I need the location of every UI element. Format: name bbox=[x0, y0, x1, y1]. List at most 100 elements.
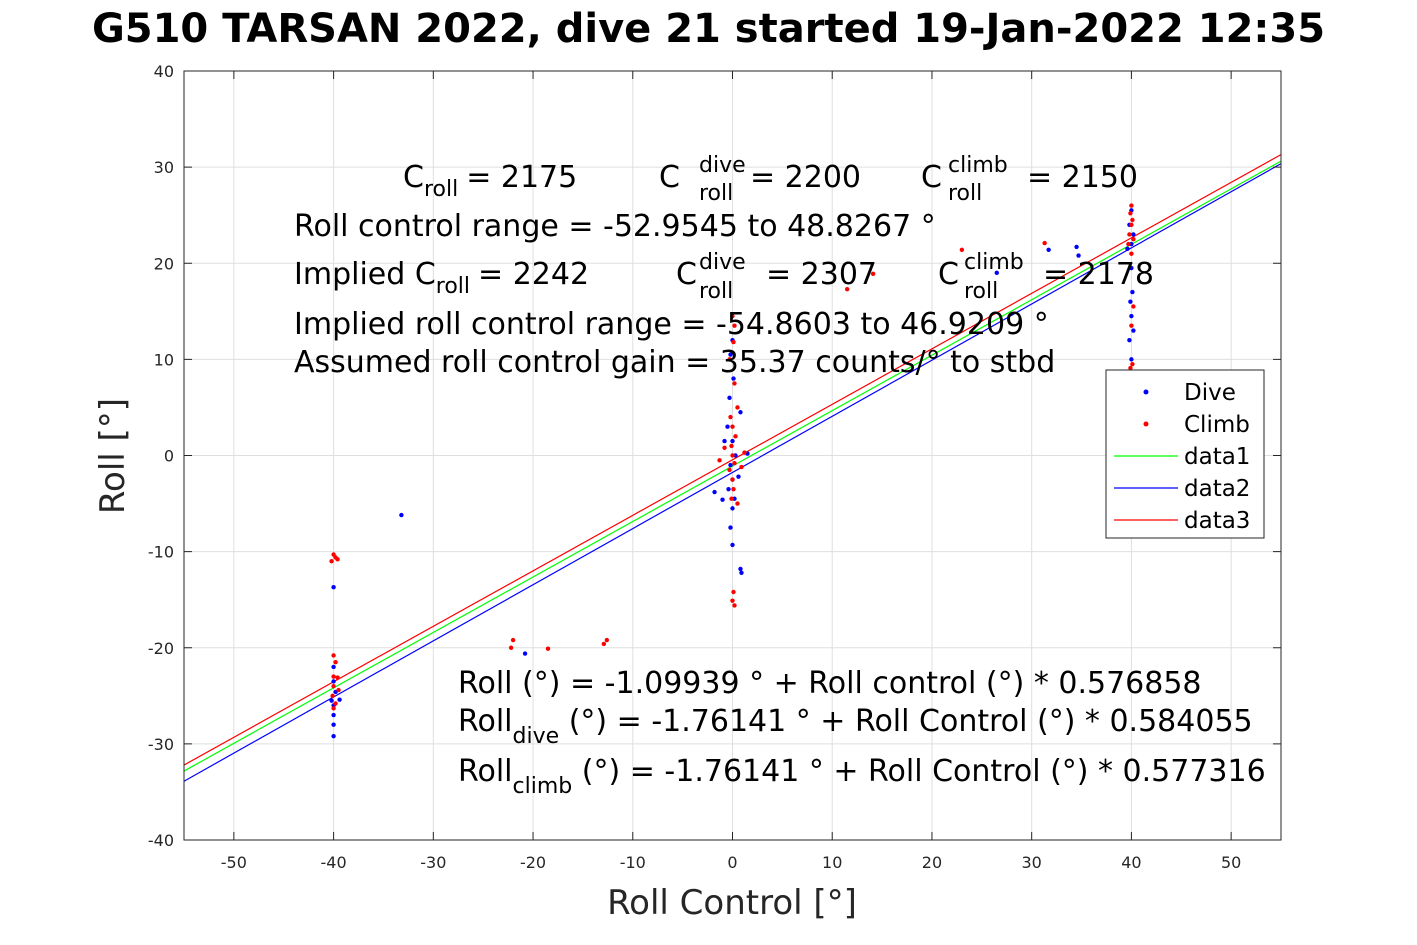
point-climb bbox=[1130, 361, 1135, 367]
point-climb bbox=[870, 271, 876, 277]
equation-roll-dive: Rolldive (°) = -1.76141 ° + Roll Control… bbox=[458, 704, 1253, 749]
y-tick-label: 0 bbox=[164, 447, 174, 466]
point-climb bbox=[335, 557, 340, 562]
point-climb bbox=[336, 687, 341, 693]
point-dive bbox=[337, 697, 342, 702]
x-tick-label: 0 bbox=[727, 853, 737, 872]
point-dive bbox=[331, 733, 336, 739]
point-climb bbox=[333, 701, 338, 706]
point-dive bbox=[1131, 328, 1136, 333]
point-climb bbox=[735, 501, 740, 506]
series-line-data1 bbox=[183, 160, 1282, 772]
implied-c-climb-sub: roll bbox=[964, 279, 998, 304]
point-dive bbox=[1046, 247, 1051, 252]
point-dive bbox=[730, 506, 735, 511]
point-climb bbox=[1129, 251, 1134, 256]
point-climb bbox=[545, 646, 551, 651]
c-climb-sub: roll bbox=[948, 181, 982, 206]
point-climb bbox=[1042, 240, 1047, 246]
c-dive-sub: roll bbox=[699, 181, 733, 206]
point-climb bbox=[742, 450, 747, 455]
point-climb bbox=[510, 637, 516, 643]
point-climb bbox=[329, 559, 334, 564]
point-climb bbox=[729, 496, 734, 501]
point-climb bbox=[330, 693, 335, 699]
point-dive bbox=[1076, 253, 1081, 258]
x-tick-label: 40 bbox=[1121, 853, 1141, 872]
point-dive bbox=[725, 424, 730, 429]
point-climb bbox=[730, 598, 735, 603]
x-tick-label: 30 bbox=[1022, 853, 1042, 872]
point-dive bbox=[994, 270, 999, 276]
point-dive bbox=[739, 570, 744, 575]
series-line-data3 bbox=[183, 154, 1282, 766]
point-climb bbox=[1128, 365, 1133, 371]
point-dive bbox=[728, 352, 733, 357]
x-tick-label: -10 bbox=[620, 853, 646, 872]
legend-marker-climb bbox=[1143, 421, 1149, 427]
point-dive bbox=[722, 438, 727, 444]
point-climb bbox=[732, 603, 737, 608]
point-dive bbox=[331, 712, 336, 718]
y-axis-title: Roll [°] bbox=[93, 398, 133, 514]
legend-label-data2: data2 bbox=[1184, 476, 1250, 502]
c-climb-value: = 2150 bbox=[1027, 160, 1138, 195]
point-dive bbox=[329, 698, 334, 703]
point-dive bbox=[331, 584, 336, 590]
point-dive bbox=[738, 566, 743, 572]
roll-control-range-text: Roll control range = -52.9545 to 48.8267… bbox=[294, 209, 936, 244]
point-climb bbox=[1127, 232, 1132, 237]
plot-content bbox=[183, 154, 1282, 782]
axis-ticks: -50 -40 -30 -20 -10 0 10 20 30 40 50 -40 -30 -20 -10 0 1… bbox=[148, 62, 1281, 872]
point-climb bbox=[335, 675, 340, 680]
x-tick-label: -30 bbox=[420, 853, 446, 872]
point-climb bbox=[717, 458, 722, 463]
point-climb bbox=[331, 653, 336, 658]
point-climb bbox=[333, 659, 338, 665]
point-dive bbox=[731, 376, 736, 381]
x-tick-label: -20 bbox=[520, 853, 546, 872]
point-dive bbox=[1130, 289, 1135, 295]
point-dive bbox=[522, 651, 528, 656]
y-tick-label: 40 bbox=[154, 62, 174, 81]
point-dive bbox=[1131, 232, 1136, 237]
point-dive bbox=[726, 486, 731, 492]
legend-label-climb: Climb bbox=[1184, 412, 1250, 438]
equation-roll-climb: Rollclimb (°) = -1.76141 ° + Roll Contro… bbox=[458, 754, 1266, 799]
x-axis-title: Roll Control [°] bbox=[607, 883, 857, 923]
c-climb-sup: climb bbox=[948, 153, 1008, 178]
point-dive bbox=[728, 462, 733, 468]
point-climb bbox=[1126, 241, 1131, 247]
gain-text: Assumed roll control gain = 35.37 counts… bbox=[294, 345, 1055, 380]
point-dive bbox=[1125, 246, 1130, 252]
point-climb bbox=[727, 467, 732, 473]
y-tick-label: 20 bbox=[154, 254, 174, 273]
point-climb bbox=[1130, 217, 1135, 223]
point-climb bbox=[722, 445, 727, 451]
point-dive bbox=[720, 497, 725, 502]
point-dive bbox=[728, 525, 733, 530]
series-line-data2 bbox=[183, 163, 1282, 782]
point-dive bbox=[331, 664, 336, 670]
point-dive bbox=[1128, 299, 1133, 304]
point-climb bbox=[730, 453, 735, 458]
point-dive bbox=[1127, 337, 1132, 343]
point-dive bbox=[399, 512, 404, 518]
point-climb bbox=[733, 434, 738, 439]
c-climb-text: C bbox=[921, 160, 942, 195]
point-climb bbox=[730, 477, 735, 482]
point-dive bbox=[1129, 357, 1134, 362]
point-climb bbox=[728, 414, 733, 420]
legend-box bbox=[1105, 369, 1265, 539]
point-climb bbox=[1129, 203, 1134, 208]
y-tick-label: 10 bbox=[154, 350, 174, 369]
c-dive-sup: dive bbox=[699, 153, 746, 178]
point-climb bbox=[1131, 304, 1136, 309]
point-climb bbox=[601, 641, 607, 647]
implied-c-dive-sub: roll bbox=[699, 279, 733, 304]
legend-label-data1: data1 bbox=[1184, 444, 1250, 470]
implied-c-climb-value: = 2178 bbox=[1043, 257, 1154, 292]
point-climb bbox=[727, 357, 732, 362]
implied-c-roll-text: Implied Croll = 2242 bbox=[294, 257, 589, 299]
